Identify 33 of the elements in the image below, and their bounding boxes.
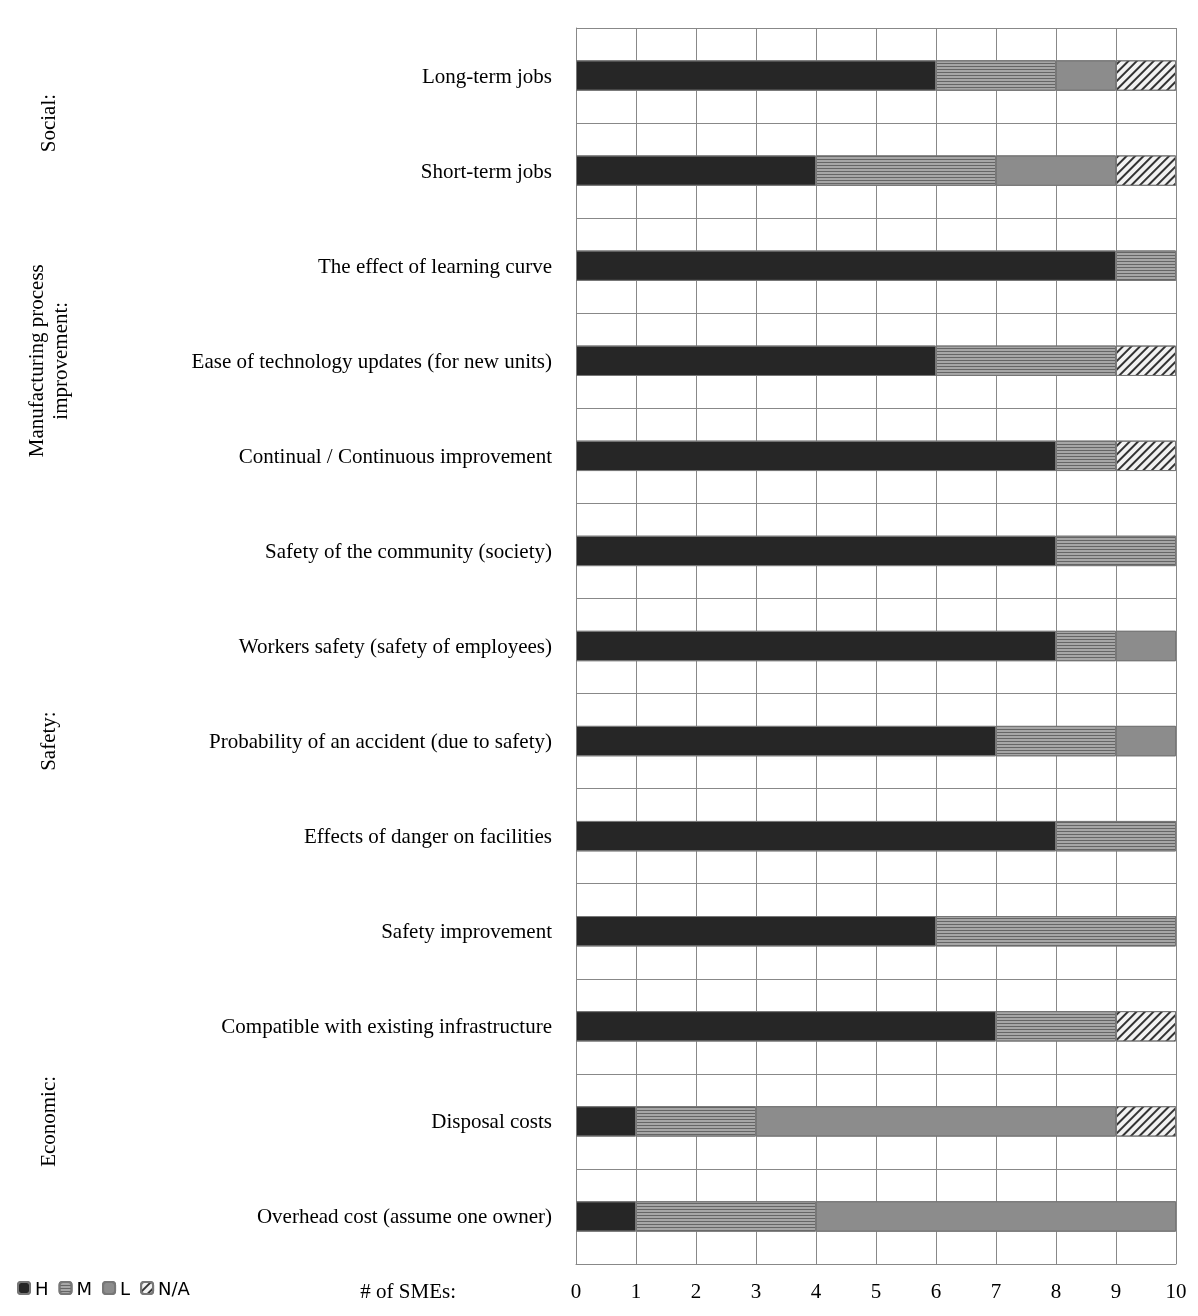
x-tick-label: 2 [690,1278,702,1303]
y-tick-label: Safety of the community (society) [265,538,552,563]
x-tick-label: 9 [1110,1278,1122,1303]
x-tick-label: 3 [750,1278,762,1303]
legend-label: H [35,1277,49,1299]
x-tick-label: 5 [870,1278,882,1303]
x-tick-label: 6 [930,1278,942,1303]
x-tick-label: 0 [570,1278,582,1303]
x-tick-label: 7 [990,1278,1002,1303]
x-tick-label: 8 [1050,1278,1062,1303]
y-tick-label: Long-term jobs [421,63,552,88]
x-tick-label: 1 [630,1278,642,1303]
y-tick-label: Disposal costs [431,1109,552,1134]
x-tick-label: 10 [1165,1278,1187,1303]
legend-label: L [120,1277,131,1299]
legend-label: M [76,1277,93,1299]
y-tick-label: The effect of learning curve [318,253,552,278]
y-tick-label: Continual / Continuous improvement [238,443,553,468]
text: Manufacturing process improvement: [24,264,72,458]
y-tick-label: Effects of danger on facilities [303,824,552,849]
text: Economic: [36,1075,60,1167]
y-tick-label: Ease of technology updates (for new units) [191,348,552,373]
text: Social: [36,93,60,153]
y-tick-label: Overhead cost (assume one owner) [256,1204,552,1229]
y-tick-label: Safety improvement [381,919,553,944]
legend-label: N/A [158,1277,191,1299]
y-tick-label: Compatible with existing infrastructure [221,1014,552,1039]
y-tick-label: Probability of an accident (due to safety) [209,729,552,754]
y-tick-label: Short-term jobs [420,158,552,183]
y-tick-label: Workers safety (safety of employees) [238,634,552,658]
x-tick-label: 4 [810,1278,822,1303]
text: Safety: [36,711,60,771]
x-axis-title: # of SMEs: [360,1278,456,1303]
